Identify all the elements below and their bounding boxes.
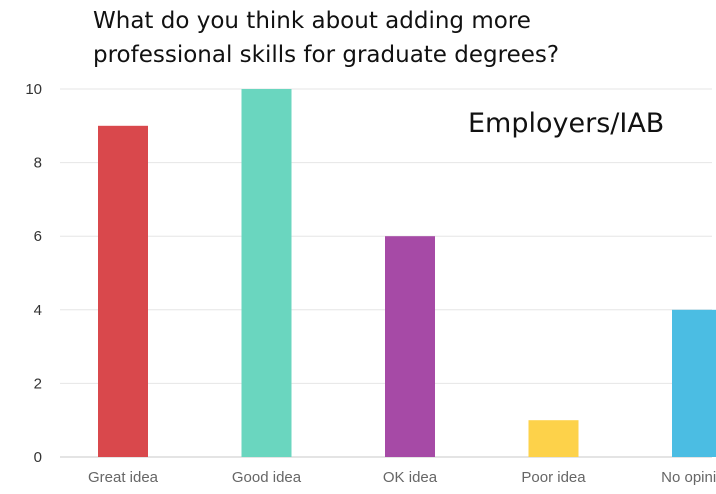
bar-good-idea[interactable] bbox=[241, 89, 292, 457]
bar-poor-idea[interactable] bbox=[528, 420, 579, 457]
chart-title: What do you think about adding more prof… bbox=[93, 8, 560, 68]
x-axis-categories: Great idea Good idea OK idea Poor idea No op… bbox=[88, 469, 716, 486]
y-tick-label: 0 bbox=[34, 449, 42, 466]
x-category-label: OK idea bbox=[383, 469, 438, 486]
y-tick-label: 2 bbox=[34, 375, 42, 392]
y-tick-label: 6 bbox=[34, 228, 42, 245]
y-axis-ticks: 0 2 4 6 8 10 bbox=[25, 81, 42, 466]
bars bbox=[98, 89, 716, 458]
x-category-label: Great idea bbox=[88, 469, 159, 486]
x-category-label: Poor idea bbox=[521, 469, 586, 486]
y-tick-label: 4 bbox=[34, 302, 42, 319]
x-category-label: No opinion bbox=[661, 469, 716, 486]
y-tick-label: 10 bbox=[25, 81, 42, 98]
bar-great-idea[interactable] bbox=[98, 125, 148, 458]
bar-ok-idea[interactable] bbox=[385, 236, 435, 457]
y-tick-label: 8 bbox=[34, 155, 42, 172]
x-category-label: Good idea bbox=[232, 469, 302, 486]
chart-annotation: Employers/IAB bbox=[468, 108, 665, 139]
bar-no-opinion[interactable] bbox=[672, 309, 716, 457]
